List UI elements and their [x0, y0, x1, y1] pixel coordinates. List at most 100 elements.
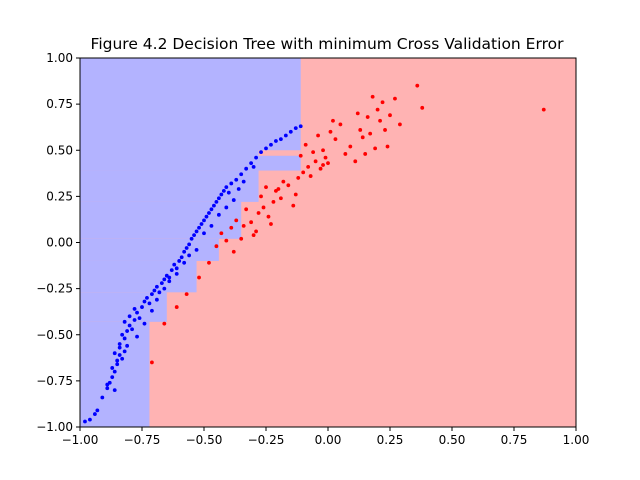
point-blue-18: [117, 342, 122, 346]
point-red-38: [321, 148, 325, 153]
point-blue-61: [216, 196, 221, 201]
point-blue-93: [202, 231, 206, 236]
point-red-51: [373, 146, 378, 151]
point-blue-8: [110, 375, 115, 380]
point-red-49: [368, 131, 373, 136]
point-red-5: [207, 260, 211, 265]
x-tick-label-7: 0.75: [501, 433, 528, 447]
point-red-26: [286, 183, 291, 188]
y-tick-label-6: 0.50: [46, 143, 73, 157]
point-blue-50: [189, 236, 194, 241]
point-blue-51: [192, 233, 196, 238]
point-blue-12: [117, 353, 122, 357]
point-blue-91: [187, 253, 192, 258]
chart-title: Figure 4.2 Decision Tree with minimum Cr…: [91, 35, 565, 53]
point-blue-2: [92, 412, 97, 416]
point-red-24: [278, 196, 283, 201]
point-blue-95: [216, 212, 221, 217]
point-blue-32: [145, 295, 149, 300]
point-blue-10: [110, 366, 115, 370]
point-red-6: [214, 244, 219, 249]
point-blue-38: [159, 281, 164, 285]
point-red-1: [162, 321, 167, 326]
point-red-39: [323, 155, 328, 160]
point-blue-29: [132, 307, 137, 311]
point-red-14: [244, 207, 249, 212]
point-red-54: [380, 100, 385, 105]
point-red-7: [219, 231, 224, 236]
point-blue-23: [122, 319, 127, 324]
point-blue-86: [154, 297, 159, 302]
point-blue-98: [236, 187, 241, 191]
point-blue-33: [147, 301, 152, 306]
point-blue-76: [278, 137, 283, 142]
y-tick-label-4: 0.00: [46, 236, 73, 250]
y-tick-label-5: 0.25: [46, 189, 73, 203]
point-red-9: [229, 225, 234, 230]
point-blue-25: [132, 318, 137, 322]
point-red-50: [370, 94, 375, 99]
point-blue-46: [179, 255, 184, 260]
point-blue-13: [112, 351, 117, 356]
x-tick-label-5: 0.25: [377, 433, 404, 447]
x-tick-label-4: 0.00: [315, 433, 342, 447]
point-blue-39: [162, 277, 167, 282]
point-blue-69: [244, 166, 249, 171]
point-red-16: [251, 233, 256, 238]
point-red-31: [303, 142, 308, 147]
axes: −1.00 −0.75 −0.50 −0.25 0.00 0.25 0.50 0.75 1.00…: [36, 51, 589, 447]
y-tick-label-1: −0.75: [36, 374, 73, 388]
point-blue-82: [125, 343, 130, 348]
point-blue-31: [142, 299, 147, 304]
point-blue-49: [187, 242, 192, 247]
point-blue-62: [219, 192, 224, 197]
point-blue-42: [169, 268, 174, 273]
point-blue-30: [140, 305, 144, 309]
point-red-11: [234, 218, 239, 223]
point-red-42: [331, 118, 335, 123]
point-blue-84: [142, 321, 147, 326]
point-blue-41: [167, 279, 172, 284]
region-blue-4: [80, 260, 197, 293]
point-red-45: [353, 159, 358, 164]
point-red-40: [326, 161, 330, 166]
point-red-33: [308, 174, 313, 178]
point-blue-48: [184, 246, 189, 250]
point-blue-1: [88, 417, 92, 422]
point-red-4: [197, 275, 201, 280]
point-blue-90: [182, 260, 187, 265]
point-red-15: [249, 220, 254, 225]
point-blue-0: [83, 419, 87, 424]
point-blue-55: [202, 218, 206, 223]
point-blue-53: [197, 225, 201, 230]
point-blue-70: [249, 161, 254, 166]
point-blue-89: [174, 271, 179, 276]
point-blue-7: [105, 382, 110, 387]
point-blue-66: [229, 181, 234, 186]
point-blue-72: [259, 150, 263, 154]
point-blue-35: [152, 288, 157, 293]
point-red-48: [365, 115, 370, 119]
region-blue-6: [80, 321, 150, 427]
point-blue-17: [122, 349, 127, 354]
point-blue-85: [150, 308, 154, 313]
point-red-0: [150, 360, 154, 365]
point-red-65: [355, 111, 360, 116]
point-blue-3: [95, 408, 100, 413]
point-red-61: [541, 107, 546, 112]
point-red-56: [385, 144, 390, 149]
point-red-41: [328, 129, 333, 134]
point-red-69: [276, 187, 281, 191]
point-red-57: [393, 96, 397, 101]
x-tick-label-0: −1.00: [62, 433, 99, 447]
point-blue-97: [231, 198, 236, 202]
point-red-46: [358, 128, 363, 132]
point-blue-58: [209, 207, 214, 212]
x-tick-label-3: −0.25: [248, 433, 285, 447]
point-red-59: [415, 83, 420, 88]
point-red-2: [174, 305, 179, 309]
x-tick-label-1: −0.75: [124, 433, 161, 447]
point-red-21: [266, 214, 271, 219]
point-blue-27: [135, 310, 139, 315]
point-blue-57: [207, 211, 211, 215]
